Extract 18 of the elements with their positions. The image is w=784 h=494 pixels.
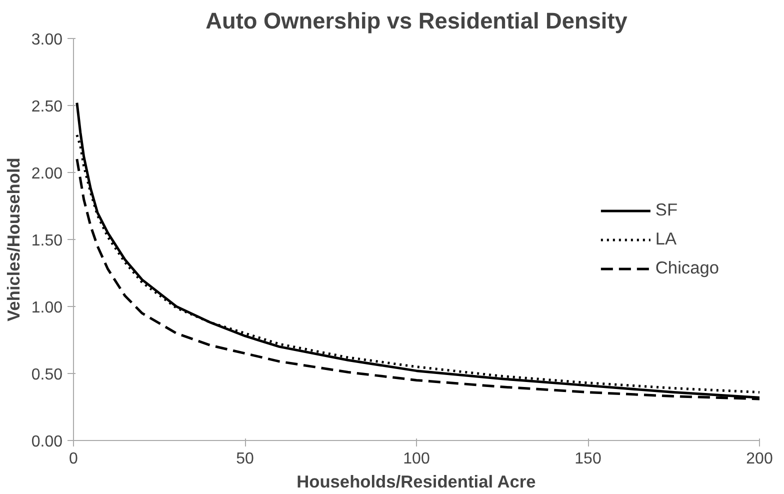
x-tick-label: 200	[746, 450, 773, 468]
legend-label: Chicago	[655, 258, 719, 278]
y-tick-label: 2.00	[31, 166, 63, 182]
x-axis-title: Households/Residential Acre	[296, 472, 536, 492]
y-tick-label: 1.00	[31, 300, 63, 316]
x-tick-label: 50	[236, 450, 254, 468]
x-tick-label: 0	[69, 450, 78, 468]
y-tick-label: 2.50	[31, 98, 63, 116]
chart-title: Auto Ownership vs Residential Density	[206, 8, 628, 34]
x-tick-label: 150	[574, 450, 602, 468]
x-tick-label: 100	[403, 450, 430, 468]
legend-label: SF	[655, 200, 678, 220]
y-tick-label: 0.50	[31, 366, 63, 384]
y-axis-title: Vehicles/Household	[3, 158, 24, 322]
legend-label: LA	[655, 228, 677, 250]
y-tick-label: 0.00	[31, 434, 63, 450]
y-tick-label: 1.50	[31, 232, 63, 250]
y-tick-label: 3.00	[31, 32, 63, 48]
